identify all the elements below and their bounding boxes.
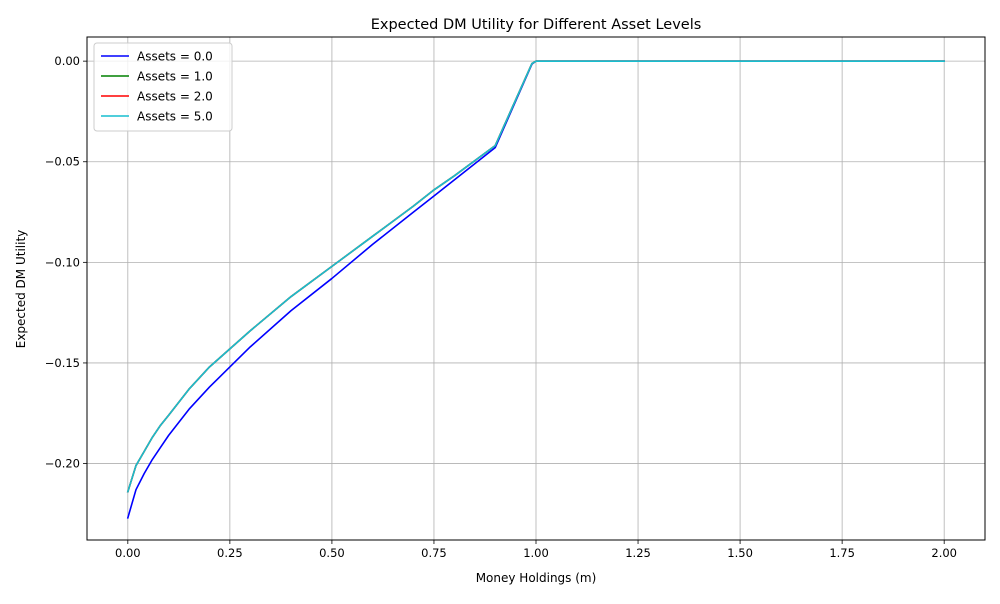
chart-title: Expected DM Utility for Different Asset … <box>371 17 702 33</box>
x-tick-label: 1.75 <box>829 546 855 560</box>
x-axis-label: Money Holdings (m) <box>476 571 597 585</box>
series-lines <box>126 60 945 519</box>
x-tick-label: 1.50 <box>727 546 753 560</box>
x-tick-label: 0.75 <box>421 546 447 560</box>
y-tick-label: −0.15 <box>45 356 80 370</box>
legend-label-4: Assets = 5.0 <box>137 110 213 124</box>
y-tick-label: −0.10 <box>45 255 80 269</box>
y-axis-ticks: 0.00 −0.05 −0.10 −0.15 −0.20 <box>45 54 87 471</box>
x-tick-label: 1.00 <box>523 546 549 560</box>
series-line-4 <box>126 60 945 493</box>
x-tick-label: 0.25 <box>217 546 243 560</box>
x-axis-ticks: 0.00 0.25 0.50 0.75 1.00 1.25 1.50 1.75 2.00 <box>115 540 957 560</box>
y-tick-label: 0.00 <box>54 54 80 68</box>
legend-label-2: Assets = 1.0 <box>137 70 213 84</box>
legend-box <box>93 42 233 132</box>
x-tick-label: 1.25 <box>625 546 651 560</box>
legend-label-3: Assets = 2.0 <box>137 90 213 104</box>
y-tick-label: −0.05 <box>45 155 80 169</box>
x-tick-label: 2.00 <box>931 546 957 560</box>
legend-label-1: Assets = 0.0 <box>137 50 213 64</box>
y-axis-label: Expected DM Utility <box>14 230 28 349</box>
y-tick-label: −0.20 <box>45 457 80 471</box>
x-tick-label: 0.50 <box>319 546 345 560</box>
legend: Assets = 0.0 Assets = 1.0 Assets = 2.0 Asse… <box>93 42 233 132</box>
x-tick-label: 0.00 <box>115 546 141 560</box>
